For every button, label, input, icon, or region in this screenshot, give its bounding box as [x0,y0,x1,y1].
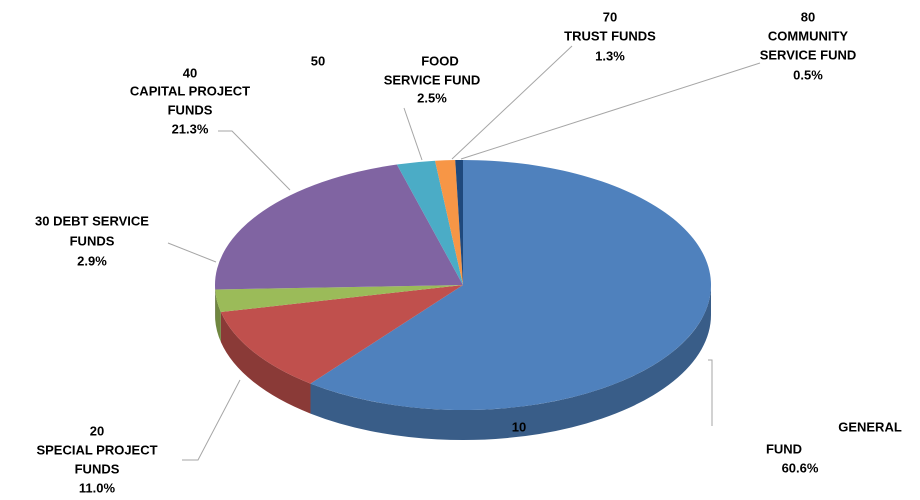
slice-label: COMMUNITY [768,28,848,43]
slice-label: 10 [512,419,526,434]
leader-line [451,45,573,160]
pie-slice [215,164,463,290]
pie-slice [455,160,463,285]
slice-label: FUND [766,441,802,456]
slice-label: 40 [183,65,197,80]
slice-label: 50 [311,53,325,68]
leader-line [182,379,241,461]
pie-slice [310,160,711,410]
pie-slice [396,160,463,285]
slice-value-label: 21.3% [172,121,209,136]
slice-value-label: 60.6% [782,460,819,475]
pie-slice-side [310,285,711,441]
slice-value-label: 11.0% [79,480,116,495]
slice-label: GENERAL [838,419,902,434]
slice-label: CAPITAL PROJECT [130,83,250,98]
slice-label: FUNDS [70,233,115,248]
pie-sides [215,285,711,441]
slice-value-label: 2.9% [77,253,107,268]
pie-slice [220,285,463,384]
slice-label: 80 [801,9,815,24]
slice-label: FUNDS [168,102,213,117]
pie-top [215,160,711,410]
slice-value-label: 2.5% [417,90,447,105]
pie-slice-side [220,312,311,414]
pie-slice-side [215,289,221,343]
slice-label: SERVICE FUND [760,47,857,62]
pie-slice [215,285,463,313]
slice-value-label: 0.5% [793,67,823,82]
slice-label: SERVICE FUND [384,72,481,87]
slice-label: 70 [603,9,617,24]
leader-line [218,130,291,191]
slice-label: FUNDS [75,461,120,476]
slice-label: TRUST FUNDS [564,28,656,43]
slice-value-label: 1.3% [595,48,625,63]
leader-line [460,62,761,160]
slice-label: 20 [90,423,104,438]
pie-slice [435,160,463,285]
data-labels: 10 GENERAL FUND 60.6% 20 SPECIAL PROJECT FUNDS… [35,9,902,495]
leader-lines [167,45,761,461]
slice-label: FOOD [421,53,459,68]
slice-label: SPECIAL PROJECT [36,442,157,457]
leader-line [167,242,217,263]
leader-line [403,107,423,161]
slice-label: 30 DEBT SERVICE [35,213,149,228]
leader-line [708,359,713,426]
